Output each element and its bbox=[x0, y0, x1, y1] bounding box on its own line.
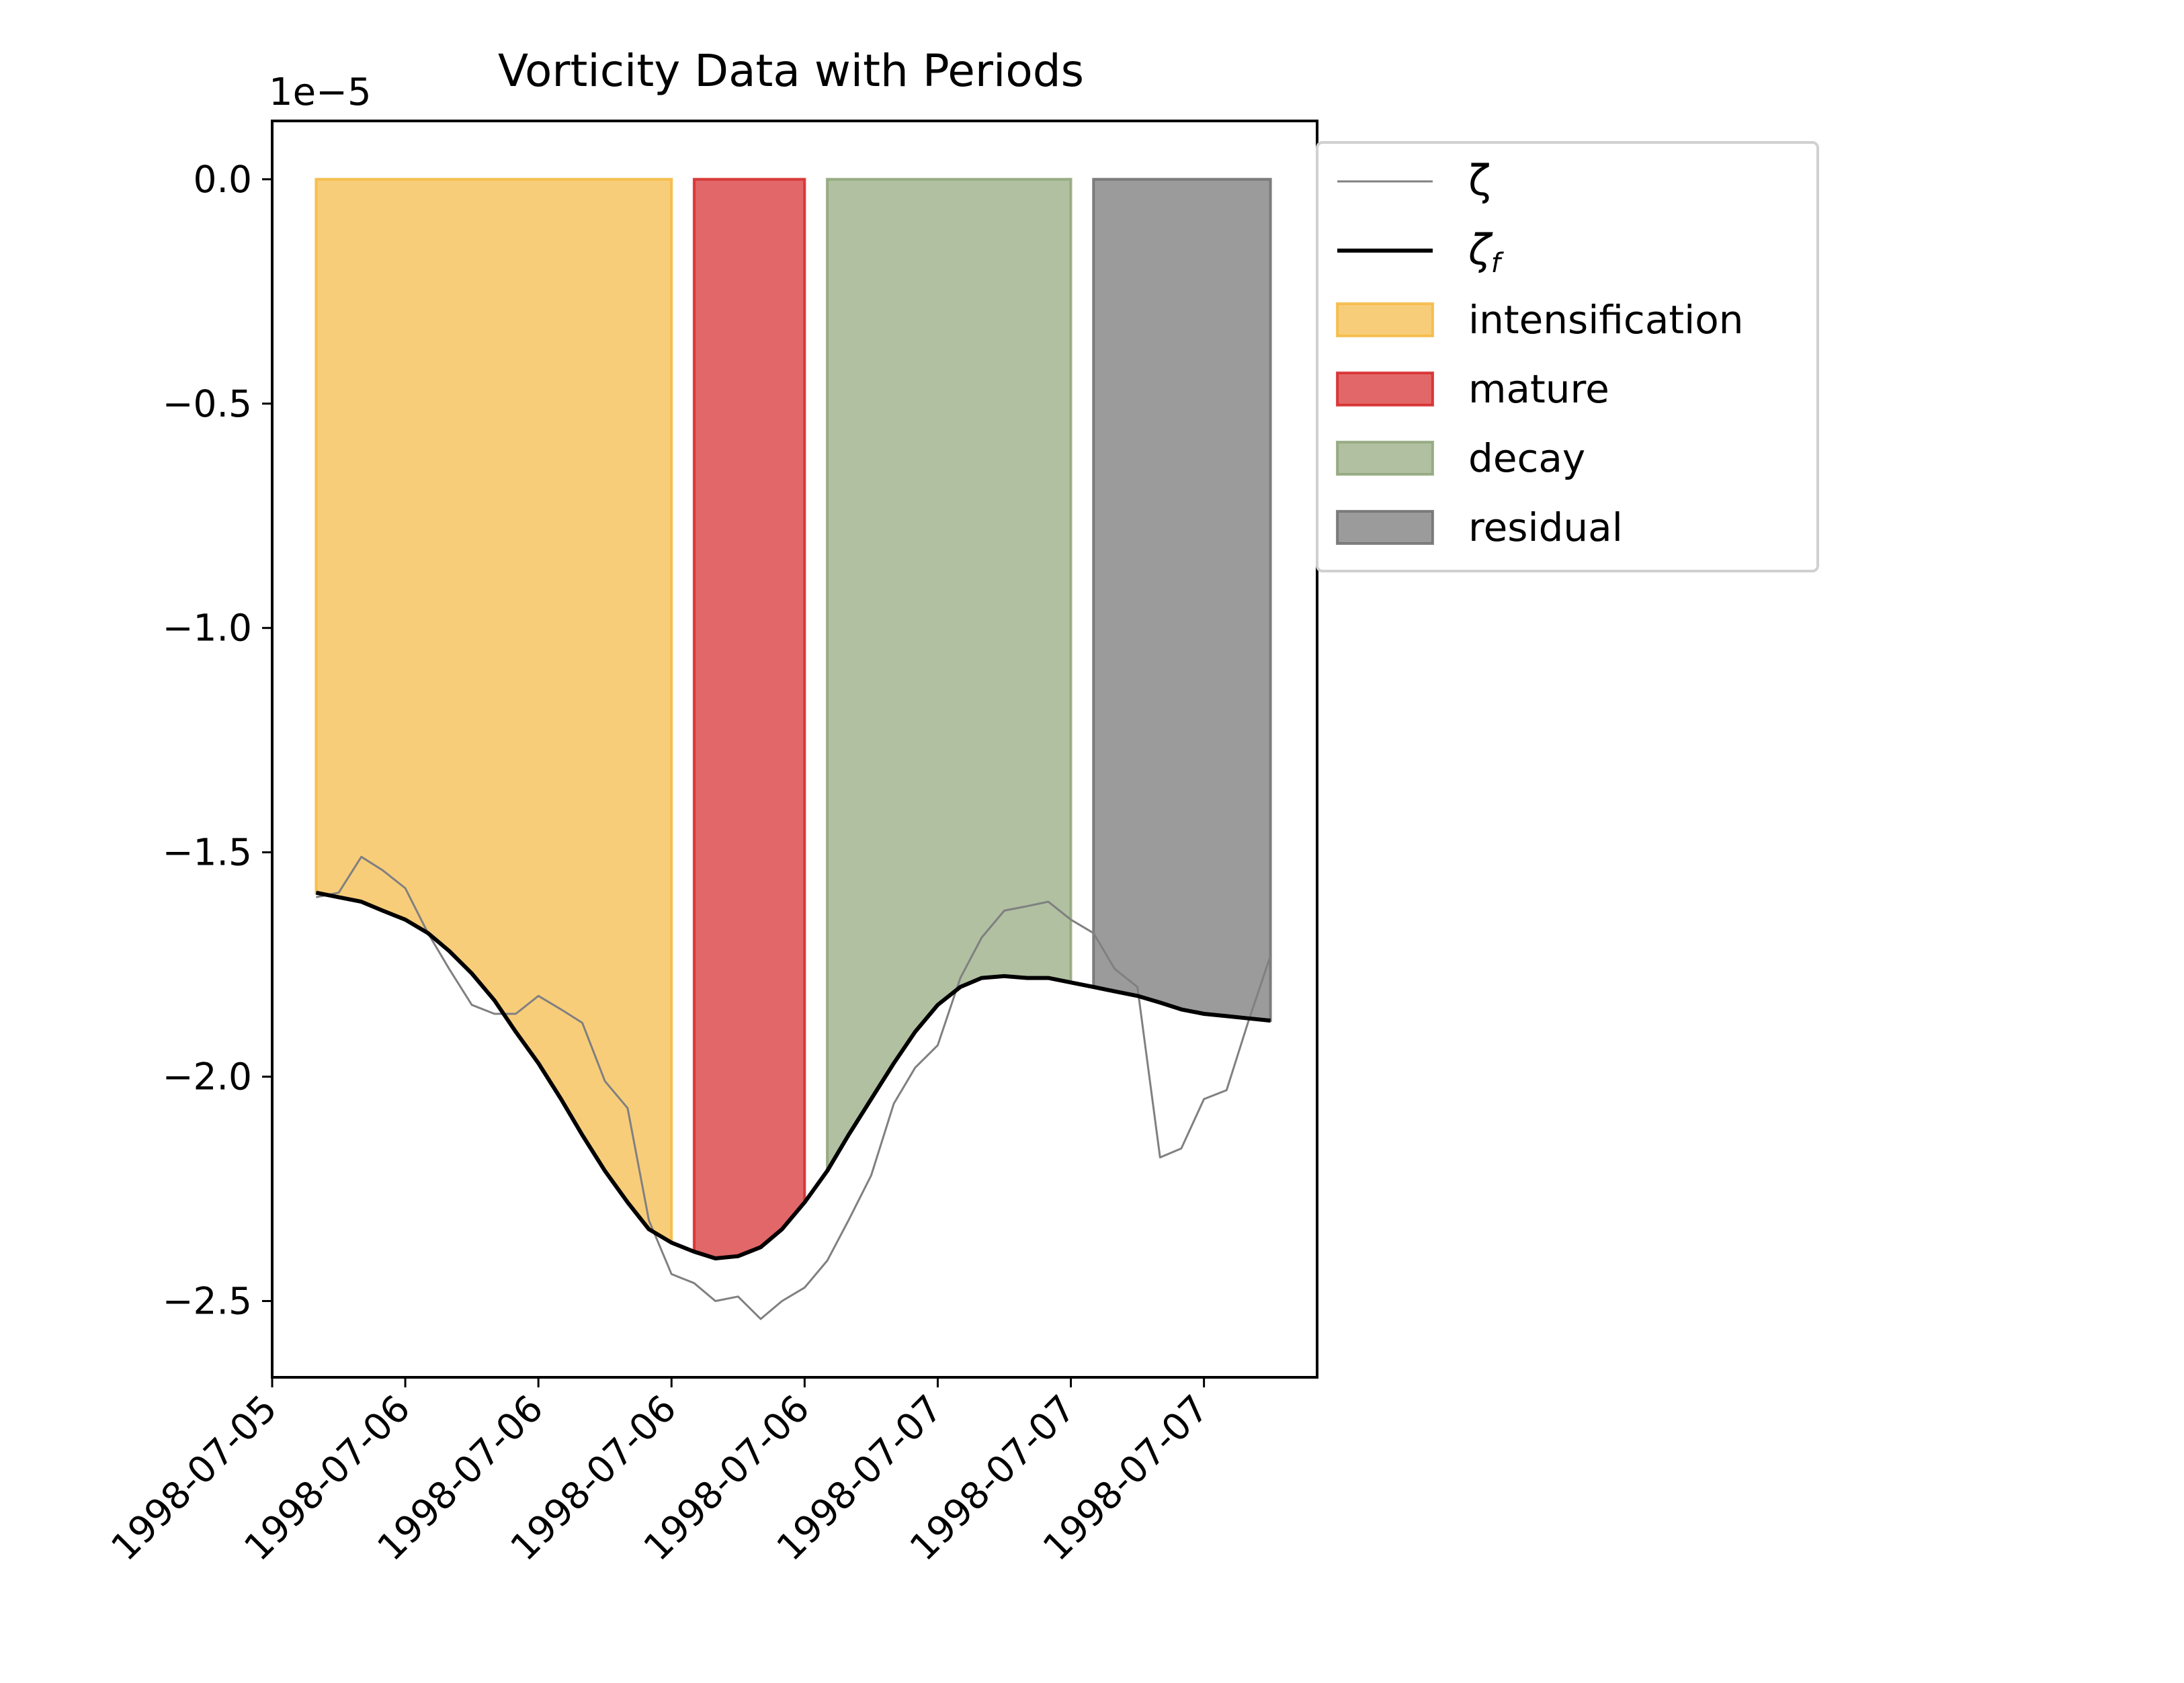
legend-label: residual bbox=[1468, 505, 1623, 550]
period-band-mature bbox=[692, 177, 806, 1260]
legend-swatch-residual bbox=[1336, 510, 1434, 545]
y-offset-label: 1e−5 bbox=[269, 71, 372, 114]
y-axis: 0.0 −0.5 −1.0 −1.5 −2.0 −2.5 bbox=[162, 158, 272, 1322]
legend-label: mature bbox=[1468, 366, 1609, 412]
y-tick-label: −0.5 bbox=[162, 382, 252, 425]
series-line-zeta-f bbox=[315, 890, 1271, 1260]
legend-label: ζ bbox=[1468, 156, 1491, 205]
legend-label: intensification bbox=[1468, 297, 1743, 343]
legend-label: decay bbox=[1468, 435, 1585, 481]
series-line-zeta bbox=[316, 855, 1272, 1320]
legend-swatch-intensification bbox=[1336, 302, 1434, 337]
y-tick-label: −2.5 bbox=[162, 1279, 252, 1322]
plot-frame bbox=[271, 120, 1318, 1379]
legend-swatch-decay bbox=[1336, 441, 1434, 476]
y-tick-label: −2.0 bbox=[162, 1055, 252, 1098]
y-tick-label: −1.5 bbox=[162, 831, 252, 874]
y-tick-label: 0.0 bbox=[194, 158, 252, 201]
y-tick-label: −1.0 bbox=[162, 607, 252, 650]
legend-swatch-mature bbox=[1336, 372, 1434, 406]
period-band-residual bbox=[1092, 177, 1272, 1023]
series-lines bbox=[315, 855, 1272, 1320]
legend-box bbox=[1316, 141, 1819, 572]
chart-title: Vorticity Data with Periods bbox=[498, 45, 1084, 97]
